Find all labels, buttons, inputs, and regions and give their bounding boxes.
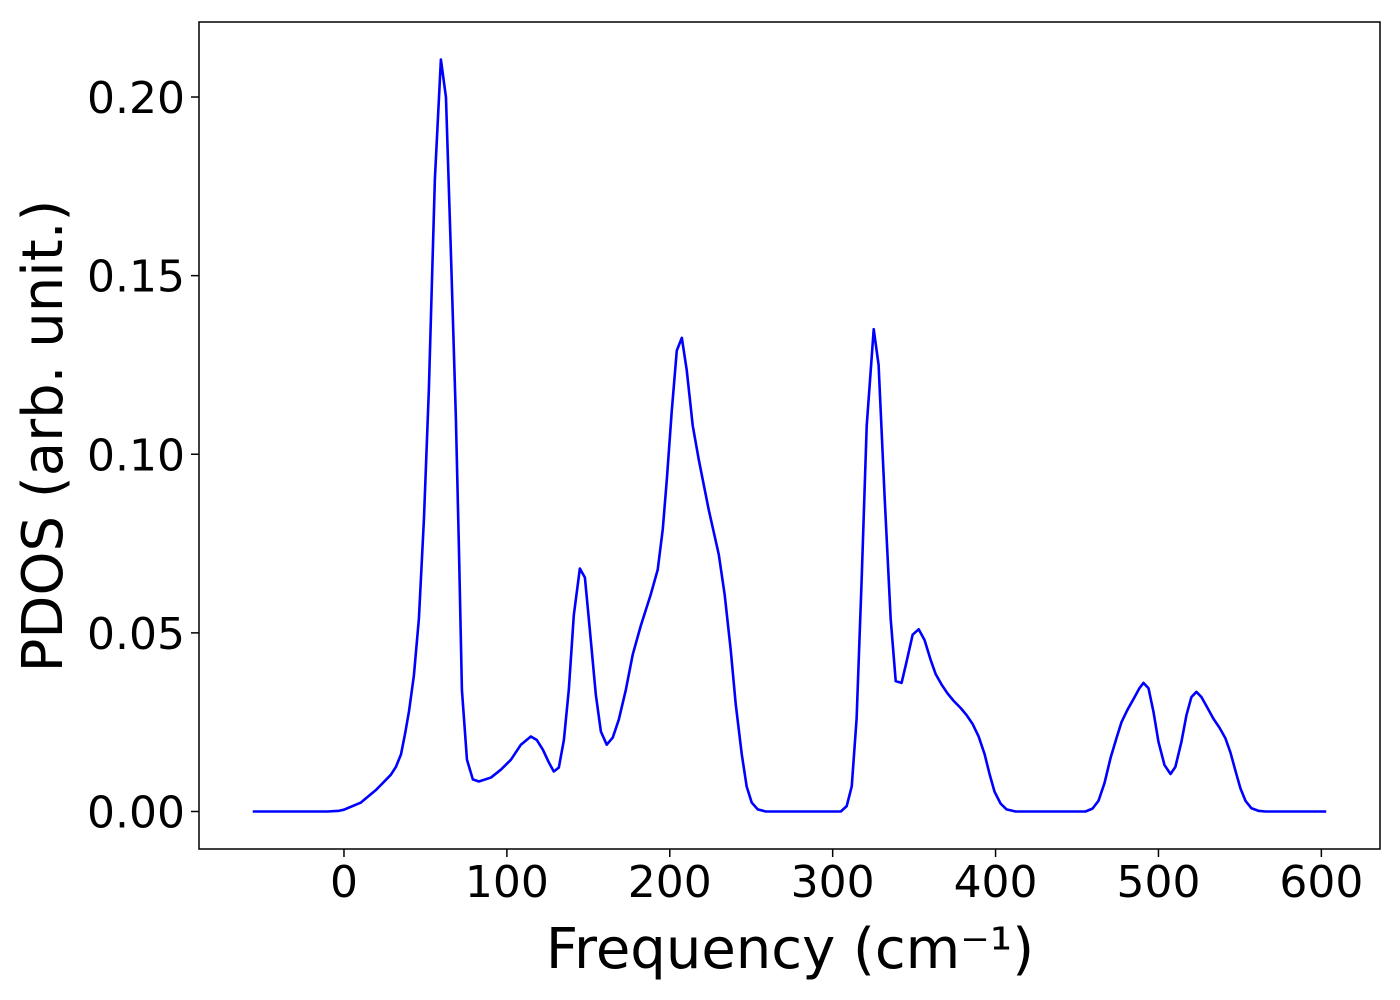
plot-frame (198, 21, 1381, 850)
y-tick-label: 0.15 (87, 252, 185, 303)
x-tick-label: 0 (330, 857, 358, 908)
x-tick-label: 600 (1279, 857, 1363, 908)
x-axis-label: Frequency (cm⁻¹) (546, 917, 1034, 982)
y-tick-label: 0.05 (87, 609, 185, 660)
data-line (252, 58, 1327, 813)
y-tick-label: 0.10 (87, 430, 185, 481)
x-tick-label: 500 (1116, 857, 1200, 908)
y-axis-label: PDOS (arb. unit.) (11, 200, 76, 673)
y-tick-label: 0.20 (87, 73, 185, 124)
x-tick-label: 400 (954, 857, 1038, 908)
x-tick-label: 200 (628, 857, 712, 908)
x-tick-label: 100 (465, 857, 549, 908)
y-tick-label: 0.00 (87, 787, 185, 838)
x-tick-label: 300 (791, 857, 875, 908)
